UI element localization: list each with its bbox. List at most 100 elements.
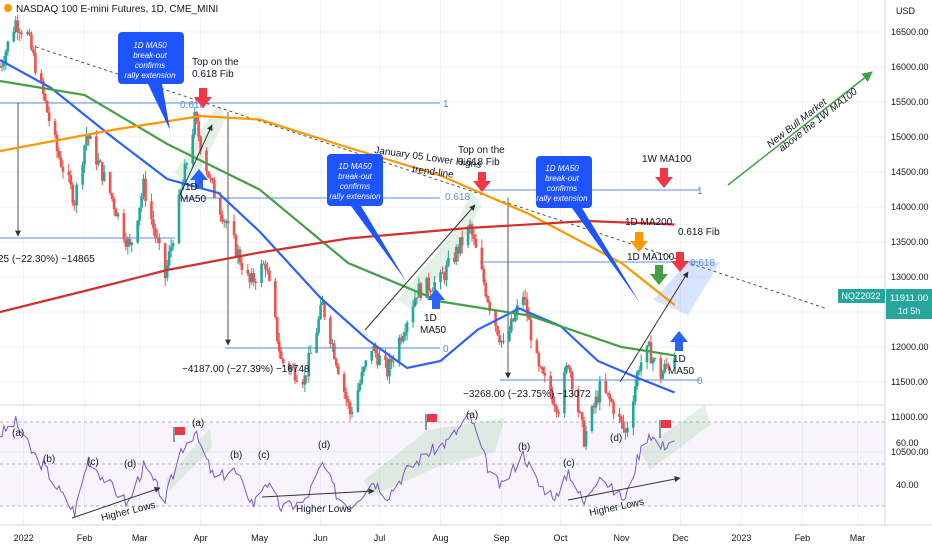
rsi-line	[0, 413, 675, 518]
callout-3-line-1: 1D MA50	[545, 164, 579, 173]
candle-body	[673, 357, 676, 368]
candle-body	[268, 270, 271, 281]
candle-body	[152, 219, 155, 229]
svg-text:1: 1	[443, 99, 449, 110]
candle-body	[57, 151, 61, 158]
candle-body	[167, 251, 171, 266]
candle-body	[220, 214, 224, 222]
candle-body	[81, 164, 84, 185]
candle-body	[128, 239, 132, 246]
candle-body	[411, 306, 415, 323]
red-arrow-down-icon	[473, 172, 491, 192]
time-tick: Nov	[613, 533, 630, 543]
price-tick: 12000.00	[891, 342, 929, 352]
candle-body	[425, 277, 429, 299]
ma50-label-b-2: MA50	[420, 325, 447, 336]
candle-body	[266, 269, 269, 271]
candle-body	[403, 332, 407, 337]
candle-body	[252, 272, 255, 282]
candle-body	[171, 243, 175, 247]
candle-body	[458, 237, 462, 254]
callout-3[interactable]: 1D MA50 break-out confirms rally extensi…	[536, 156, 640, 303]
candle-body	[612, 401, 615, 414]
candle-body	[183, 163, 187, 182]
candle-body	[69, 175, 73, 185]
candle-body	[97, 160, 100, 165]
green-arrow-down-icon	[650, 265, 668, 285]
candle-body	[622, 421, 625, 430]
callout-2[interactable]: 1D MA50 break-out confirms rally extensi…	[327, 154, 406, 281]
candle-body	[397, 337, 401, 362]
rsi-flags	[173, 414, 671, 442]
candle-body	[557, 412, 560, 414]
candle-body	[376, 353, 379, 365]
candle-body	[590, 406, 594, 432]
candle-body	[539, 366, 543, 368]
candle-body	[20, 33, 23, 35]
callout-2-line-2: break-out	[338, 172, 373, 181]
blue-arrow-up-icon	[190, 169, 208, 189]
candle-body	[12, 32, 16, 42]
candle-body	[87, 134, 90, 140]
time-tick: Oct	[553, 533, 568, 543]
candle-body	[140, 196, 143, 208]
chart-title[interactable]: NASDAQ 100 E-mini Futures, 1D, CME_MINI	[16, 4, 218, 15]
candle-body	[95, 136, 98, 165]
callout-1[interactable]: 1D MA50 break-out confirms rally extensi…	[118, 32, 184, 130]
callout-1-line-1: 1D MA50	[133, 41, 167, 50]
candle-body	[67, 171, 71, 176]
candle-body	[647, 341, 651, 346]
wave-b-3: (b)	[518, 442, 530, 453]
candle-body	[608, 393, 611, 400]
candle-body	[392, 361, 395, 363]
price-tick: 16000.00	[891, 62, 929, 72]
callout-2-line-4: rally extension	[329, 192, 381, 201]
candle-body	[390, 358, 393, 363]
time-tick: 2023	[731, 533, 751, 543]
candle-body	[592, 406, 596, 408]
candle-body	[388, 358, 391, 377]
candle-body	[240, 262, 244, 270]
symbol-badge	[838, 289, 885, 303]
candle-body	[370, 350, 373, 361]
wave-b-1: (b)	[43, 454, 55, 465]
candle-body	[4, 51, 8, 64]
candle-body	[439, 272, 442, 282]
candle-body	[163, 243, 167, 279]
candle-body	[138, 207, 141, 221]
candle-body	[555, 406, 558, 413]
wave-a-1: (a)	[12, 428, 24, 439]
red-arrow-down-icon	[671, 252, 689, 272]
price-tick: 13500.00	[891, 237, 929, 247]
candle-body	[213, 180, 216, 198]
candle-body	[110, 193, 114, 199]
candle-body	[335, 358, 338, 366]
callout-3-line-2: break-out	[545, 174, 580, 183]
candle-body	[551, 393, 554, 404]
candle-body	[53, 121, 57, 135]
candle-body	[130, 242, 134, 246]
candle-body	[276, 317, 279, 342]
price-scale[interactable]	[885, 0, 932, 550]
candle-body	[488, 301, 491, 312]
fib618-label: 0.618 Fib	[678, 227, 720, 238]
ma50-label-a-2: MA50	[180, 194, 207, 205]
time-tick: Feb	[795, 533, 811, 543]
time-tick: Sep	[493, 533, 509, 543]
candle-body	[569, 367, 572, 373]
candle-body	[661, 372, 665, 379]
candle-body	[246, 269, 250, 274]
candle-body	[637, 370, 641, 373]
candle-body	[344, 391, 348, 399]
candle-body	[594, 396, 598, 408]
candle-body	[474, 238, 478, 248]
red-arrow-down-icon	[194, 88, 212, 108]
candle-body	[319, 304, 322, 319]
candle-body	[331, 343, 334, 345]
candle-body	[264, 263, 267, 270]
rsi-tick-labels: 60.00 40.00	[896, 438, 919, 490]
candle-body	[0, 67, 2, 68]
candle-body	[460, 237, 464, 246]
candle-body	[346, 398, 350, 403]
candle-body	[191, 134, 195, 164]
